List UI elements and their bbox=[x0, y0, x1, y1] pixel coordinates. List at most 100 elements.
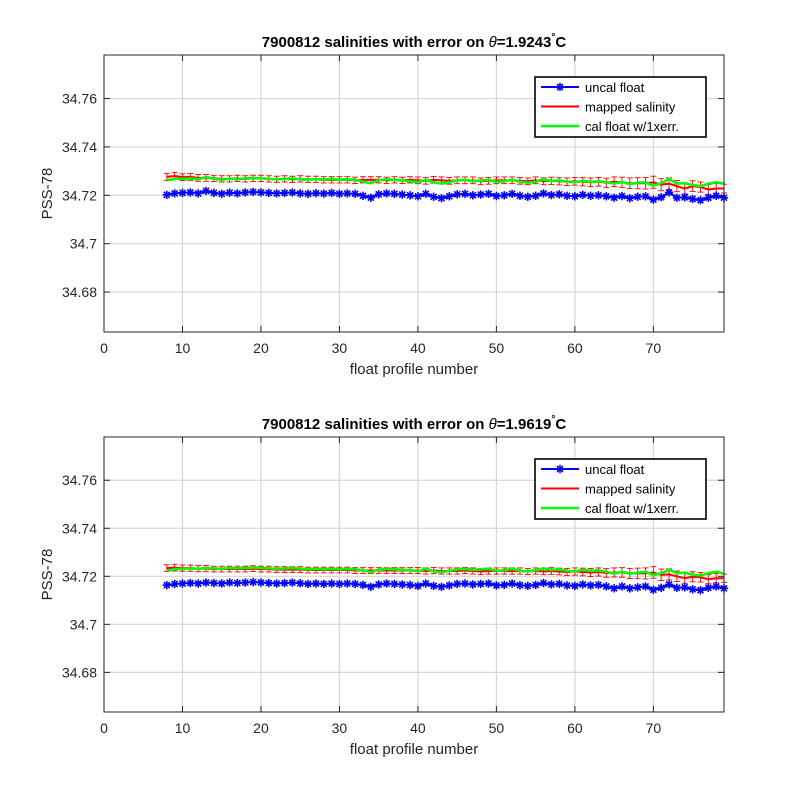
uncal-float-point bbox=[484, 189, 493, 199]
marker-stroke bbox=[335, 190, 344, 198]
marker-stroke bbox=[218, 190, 226, 198]
uncal-float-point bbox=[241, 578, 250, 587]
uncal-float-point bbox=[625, 194, 635, 203]
marker-stroke bbox=[618, 192, 626, 200]
uncal-float-point bbox=[633, 192, 642, 201]
title-prefix: 7900812 salinities with error on bbox=[262, 34, 489, 51]
x-tick-label: 60 bbox=[567, 340, 583, 356]
marker-stroke bbox=[539, 579, 548, 587]
marker-stroke bbox=[649, 586, 657, 594]
uncal-float-point bbox=[327, 188, 336, 198]
x-tick-label: 30 bbox=[332, 720, 348, 736]
uncal-float-point bbox=[374, 190, 383, 199]
marker-stroke bbox=[430, 193, 438, 201]
marker-stroke bbox=[681, 193, 689, 201]
marker-stroke bbox=[524, 582, 532, 590]
uncal-float-point bbox=[664, 580, 674, 589]
uncal-float-point bbox=[578, 580, 587, 589]
marker-stroke bbox=[641, 192, 650, 200]
marker-stroke bbox=[233, 189, 241, 197]
uncal-float-point bbox=[358, 580, 368, 590]
marker-stroke bbox=[492, 192, 500, 200]
uncal-float-point bbox=[382, 579, 391, 588]
marker-stroke bbox=[547, 580, 555, 589]
uncal-float-point bbox=[452, 579, 462, 589]
marker-stroke bbox=[618, 582, 626, 590]
uncal-float-point bbox=[390, 189, 399, 199]
y-tick-label: 34.72 bbox=[62, 568, 97, 584]
legend: uncal float mapped salinity cal float w/1x… bbox=[534, 458, 707, 520]
title-value: =1.9243 bbox=[497, 34, 552, 51]
uncal-float-point bbox=[209, 578, 219, 588]
marker-stroke bbox=[241, 578, 249, 587]
uncal-float-point bbox=[594, 191, 603, 200]
marker-stroke bbox=[422, 190, 430, 198]
uncal-float-markers bbox=[162, 577, 729, 595]
uncal-float-point bbox=[696, 586, 705, 595]
marker-stroke bbox=[304, 190, 312, 198]
uncal-float-point bbox=[413, 192, 423, 201]
x-tick-label: 40 bbox=[410, 720, 426, 736]
marker-stroke bbox=[163, 191, 171, 199]
marker-stroke bbox=[171, 189, 179, 197]
uncal-float-point bbox=[280, 578, 289, 588]
marker-stroke bbox=[375, 190, 383, 198]
uncal-float-point bbox=[657, 193, 666, 202]
marker-stroke bbox=[226, 189, 234, 197]
uncal-float-point bbox=[492, 581, 501, 590]
uncal-float-point bbox=[241, 188, 250, 197]
chart-title: 7900812 salinities with error on θ=1.924… bbox=[262, 32, 567, 51]
uncal-float-point bbox=[507, 189, 517, 199]
uncal-float-point bbox=[602, 192, 611, 201]
uncal-float-point bbox=[680, 193, 689, 202]
marker-stroke bbox=[186, 188, 194, 196]
marker-stroke bbox=[571, 192, 579, 200]
marker-stroke bbox=[367, 583, 375, 591]
marker-stroke bbox=[508, 579, 516, 588]
uncal-float-point bbox=[366, 193, 376, 202]
uncal-float-point bbox=[288, 188, 297, 197]
uncal-float-point bbox=[272, 579, 281, 588]
marker-stroke bbox=[406, 581, 414, 589]
uncal-float-point bbox=[617, 582, 627, 591]
uncal-float-point bbox=[390, 579, 399, 589]
marker-stroke bbox=[414, 192, 422, 200]
marker-stroke bbox=[414, 582, 422, 590]
uncal-float-point bbox=[617, 191, 627, 201]
uncal-float-markers bbox=[162, 186, 729, 205]
uncal-float-point bbox=[186, 578, 195, 588]
uncal-float-point bbox=[562, 581, 572, 590]
uncal-float-point bbox=[343, 579, 352, 588]
marker-stroke bbox=[704, 584, 712, 592]
x-tick-label: 10 bbox=[175, 340, 191, 356]
marker-stroke bbox=[539, 189, 548, 197]
uncal-float-point bbox=[264, 188, 274, 198]
marker-stroke bbox=[249, 188, 257, 196]
uncal-float-point bbox=[704, 583, 713, 593]
y-tick-label: 34.76 bbox=[62, 472, 97, 488]
x-tick-label: 0 bbox=[100, 720, 108, 736]
uncal-float-point bbox=[484, 579, 493, 588]
marker-stroke bbox=[320, 190, 328, 198]
uncal-float-point bbox=[672, 583, 682, 593]
marker-stroke bbox=[532, 192, 540, 200]
uncal-float-point bbox=[421, 189, 430, 199]
marker-stroke bbox=[257, 578, 265, 587]
uncal-float-point bbox=[523, 581, 532, 591]
uncal-float-point bbox=[437, 194, 446, 203]
uncal-float-point bbox=[382, 189, 391, 198]
x-tick-label: 60 bbox=[567, 720, 583, 736]
uncal-float-point bbox=[664, 188, 674, 197]
uncal-float-point bbox=[256, 578, 266, 587]
marker-stroke bbox=[649, 196, 657, 204]
axes-box bbox=[103, 436, 725, 713]
uncal-float-point bbox=[193, 579, 203, 588]
marker-stroke bbox=[689, 585, 697, 593]
uncal-float-point bbox=[374, 580, 383, 589]
uncal-float-point bbox=[641, 192, 650, 201]
uncal-float-point bbox=[672, 193, 682, 202]
uncal-float-point bbox=[555, 464, 565, 474]
marker-stroke bbox=[602, 192, 610, 200]
uncal-float-point bbox=[704, 193, 713, 202]
marker-stroke bbox=[689, 195, 697, 203]
